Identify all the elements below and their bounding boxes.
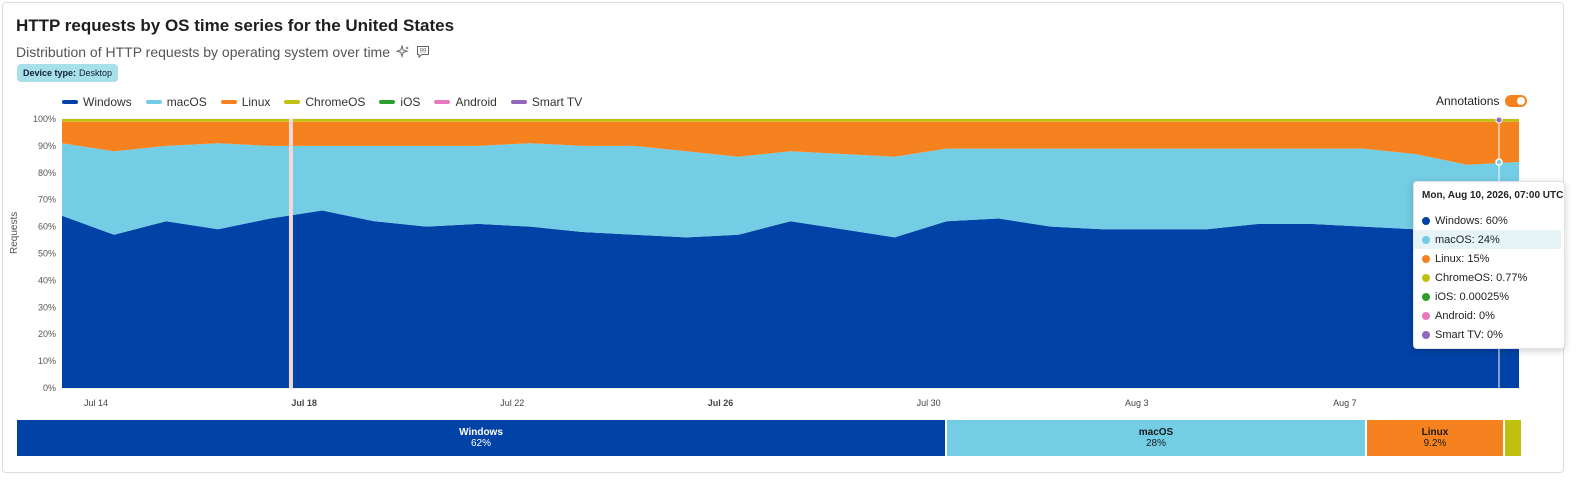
tooltip-row: Smart TV: 0%	[1414, 325, 1564, 344]
y-tick-label: 40%	[38, 275, 56, 285]
hover-point	[1495, 116, 1503, 124]
summary-segment-name: Windows	[459, 427, 503, 438]
area-series-chromeos	[62, 119, 1519, 122]
filter-badge-value: Desktop	[79, 68, 113, 78]
area-chart: 0% 10% 20% 30% 40% 50% 60% 70% 80% 90% 100% Jul 14 J…	[33, 114, 1519, 408]
x-tick-label: Jul 18	[291, 398, 317, 408]
sparkle-icon[interactable]	[396, 45, 410, 59]
legend-item-linux[interactable]: Linux	[220, 95, 271, 109]
tooltip-row-label: Windows: 60%	[1435, 214, 1508, 227]
summary-segment-percent: 28%	[1145, 438, 1166, 449]
tooltip-row: ChromeOS: 0.77%	[1414, 268, 1564, 287]
summary-segment-macos[interactable]: macOS 28%	[947, 420, 1365, 456]
legend-label: macOS	[166, 95, 207, 109]
x-tick-label: Jul 22	[500, 398, 524, 408]
legend-item-android[interactable]: Android	[434, 95, 497, 109]
tooltip-row: Windows: 60%	[1414, 211, 1564, 230]
area-series-macos	[62, 143, 1519, 238]
y-tick-label: 10%	[38, 356, 56, 366]
legend-swatch	[434, 100, 451, 104]
summary-segment-linux[interactable]: Linux 9.2%	[1367, 420, 1503, 456]
legend-label: Android	[455, 95, 497, 109]
tooltip-row-label: ChromeOS: 0.77%	[1435, 271, 1528, 284]
tooltip-dot	[1422, 311, 1430, 320]
y-axis-label: Requests	[9, 211, 20, 254]
tooltip-title: Mon, Aug 10, 2026, 07:00 UTC	[1422, 190, 1564, 201]
tooltip-row: iOS: 0.00025%	[1414, 287, 1564, 306]
legend-item-windows[interactable]: Windows	[62, 95, 132, 109]
tooltip-row: Android: 0%	[1414, 306, 1564, 325]
legend-swatch	[284, 100, 301, 104]
x-tick-label: Jul 26	[708, 398, 734, 408]
legend-swatch	[379, 100, 396, 104]
y-tick-label: 90%	[38, 141, 56, 151]
legend-swatch	[62, 100, 78, 104]
annotations-toggle[interactable]	[1505, 95, 1528, 107]
y-tick-label: 100%	[33, 114, 56, 124]
summary-segment-other[interactable]	[1505, 420, 1521, 456]
legend-label: Windows	[83, 95, 132, 109]
legend-item-chromeos[interactable]: ChromeOS	[284, 95, 365, 109]
legend-item-macos[interactable]: macOS	[145, 95, 207, 109]
y-tick-label: 70%	[38, 195, 56, 205]
legend-item-smart-tv[interactable]: Smart TV	[510, 95, 583, 109]
tooltip-dot	[1422, 216, 1430, 225]
chart-legend: Windows macOS Linux ChromeOS iOS Android Smart…	[62, 95, 582, 109]
y-tick-label: 20%	[38, 329, 56, 339]
annotations-label: Annotations	[1436, 94, 1500, 108]
legend-label: Smart TV	[531, 95, 583, 109]
svg-text:99: 99	[420, 49, 427, 55]
y-tick-label: 50%	[38, 249, 56, 259]
subtitle-text: Distribution of HTTP requests by operati…	[16, 44, 391, 60]
annotations-control: Annotations	[1436, 94, 1528, 108]
x-tick-label: Jul 14	[84, 398, 108, 408]
tooltip-row-label: Linux: 15%	[1435, 252, 1490, 265]
hover-point	[1495, 158, 1503, 166]
legend-swatch	[145, 100, 162, 104]
y-tick-label: 60%	[38, 222, 56, 232]
area-series-windows	[62, 210, 1519, 388]
tooltip-row-label: Android: 0%	[1435, 309, 1495, 322]
tooltip-dot	[1422, 330, 1430, 339]
tooltip-row-label: Smart TV: 0%	[1435, 328, 1503, 341]
chart-tooltip: Mon, Aug 10, 2026, 07:00 UTC Windows: 60…	[1413, 181, 1565, 349]
area-series-linux	[62, 121, 1519, 165]
x-tick-label: Aug 3	[1125, 398, 1149, 408]
tooltip-dot	[1422, 273, 1430, 282]
y-tick-label: 0%	[43, 383, 56, 393]
x-tick-label: Jul 30	[917, 398, 941, 408]
legend-label: ChromeOS	[305, 95, 366, 109]
tooltip-row: Linux: 15%	[1414, 249, 1564, 268]
summary-segment-windows[interactable]: Windows 62%	[17, 420, 945, 456]
annotation-marker	[288, 119, 293, 388]
comment-icon[interactable]: 99	[416, 45, 430, 59]
tooltip-dot	[1422, 235, 1430, 244]
tooltip-dot	[1422, 292, 1430, 301]
tooltip-row: macOS: 24%	[1414, 230, 1561, 249]
summary-segment-percent: 9.2%	[1423, 438, 1447, 449]
legend-swatch	[510, 100, 527, 104]
tooltip-dot	[1422, 254, 1430, 263]
filter-badge-key: Device type:	[23, 68, 77, 78]
legend-swatch	[220, 100, 237, 104]
chart-title: HTTP requests by OS time series for the …	[16, 16, 455, 35]
filter-badge[interactable]: Device type: Desktop	[17, 64, 119, 82]
summary-bar: Windows 62% macOS 28% Linux 9.2%	[17, 420, 1523, 456]
y-tick-label: 80%	[38, 168, 56, 178]
x-tick-label: Aug 7	[1333, 398, 1357, 408]
tooltip-row-label: iOS: 0.00025%	[1435, 290, 1509, 303]
chart-subtitle: Distribution of HTTP requests by operati…	[16, 44, 430, 60]
toggle-knob	[1517, 97, 1526, 105]
summary-segment-percent: 62%	[470, 438, 491, 449]
summary-segment-name: Linux	[1421, 427, 1449, 438]
legend-label: iOS	[400, 95, 421, 109]
legend-label: Linux	[241, 95, 271, 109]
y-tick-label: 30%	[38, 302, 56, 312]
tooltip-row-label: macOS: 24%	[1435, 233, 1500, 246]
summary-segment-name: macOS	[1138, 427, 1174, 438]
legend-item-ios[interactable]: iOS	[379, 95, 420, 109]
